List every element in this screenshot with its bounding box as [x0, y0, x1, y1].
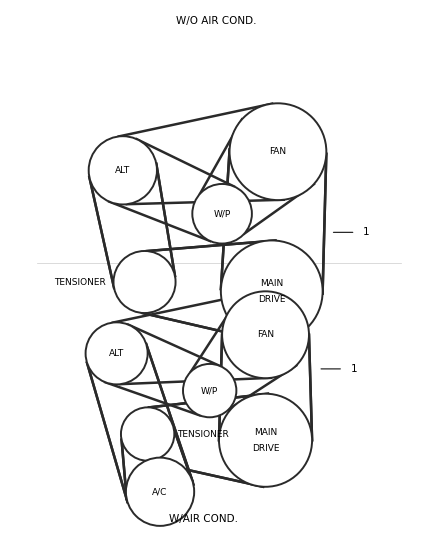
Circle shape — [183, 364, 237, 417]
Text: 1: 1 — [363, 228, 370, 237]
Text: DRIVE: DRIVE — [252, 444, 279, 453]
Text: 1: 1 — [350, 364, 357, 374]
Circle shape — [230, 103, 326, 200]
Circle shape — [222, 292, 309, 378]
Circle shape — [85, 322, 148, 384]
Text: W/AIR COND.: W/AIR COND. — [169, 514, 238, 524]
Text: W/O AIR COND.: W/O AIR COND. — [176, 17, 256, 27]
Text: MAIN: MAIN — [260, 279, 283, 288]
Text: FAN: FAN — [269, 147, 286, 156]
Circle shape — [221, 240, 323, 342]
Text: FAN: FAN — [257, 330, 274, 340]
Circle shape — [219, 394, 312, 487]
Text: ALT: ALT — [109, 349, 124, 358]
Text: W/P: W/P — [201, 386, 218, 395]
Text: TENSIONER: TENSIONER — [177, 430, 229, 439]
Text: ALT: ALT — [115, 166, 131, 175]
Text: MAIN: MAIN — [254, 427, 277, 437]
Circle shape — [88, 136, 157, 205]
Text: W/P: W/P — [213, 209, 231, 218]
Circle shape — [126, 458, 194, 526]
Circle shape — [113, 251, 176, 313]
Text: DRIVE: DRIVE — [258, 295, 286, 304]
Text: TENSIONER: TENSIONER — [54, 278, 106, 287]
Text: A/C: A/C — [152, 487, 168, 496]
Circle shape — [121, 407, 174, 461]
Circle shape — [192, 184, 252, 244]
